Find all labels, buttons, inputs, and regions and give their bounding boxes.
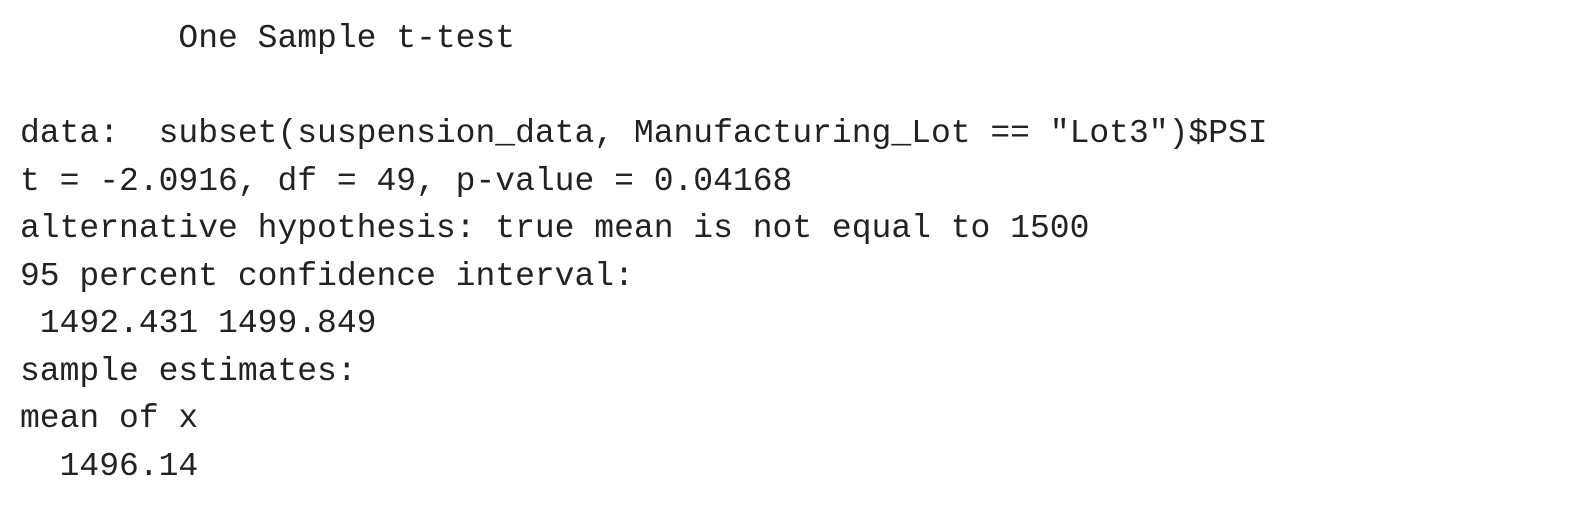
blank-line (20, 63, 1579, 111)
sample-estimates-label: sample estimates: (20, 352, 357, 390)
data-description: data: subset(suspension_data, Manufactur… (20, 115, 1268, 152)
test-title: One Sample t-test (20, 20, 516, 57)
estimate-name: mean of x (20, 400, 199, 437)
estimate-value: 1496.14 (20, 447, 199, 485)
confidence-interval-label: 95 percent confidence interval: (20, 257, 634, 295)
test-statistics: t = -2.0916, df = 49, p-value = 0.04168 (20, 162, 793, 200)
alternative-hypothesis: alternative hypothesis: true mean is not… (20, 210, 1090, 247)
confidence-interval-values: 1492.431 1499.849 (20, 305, 377, 342)
